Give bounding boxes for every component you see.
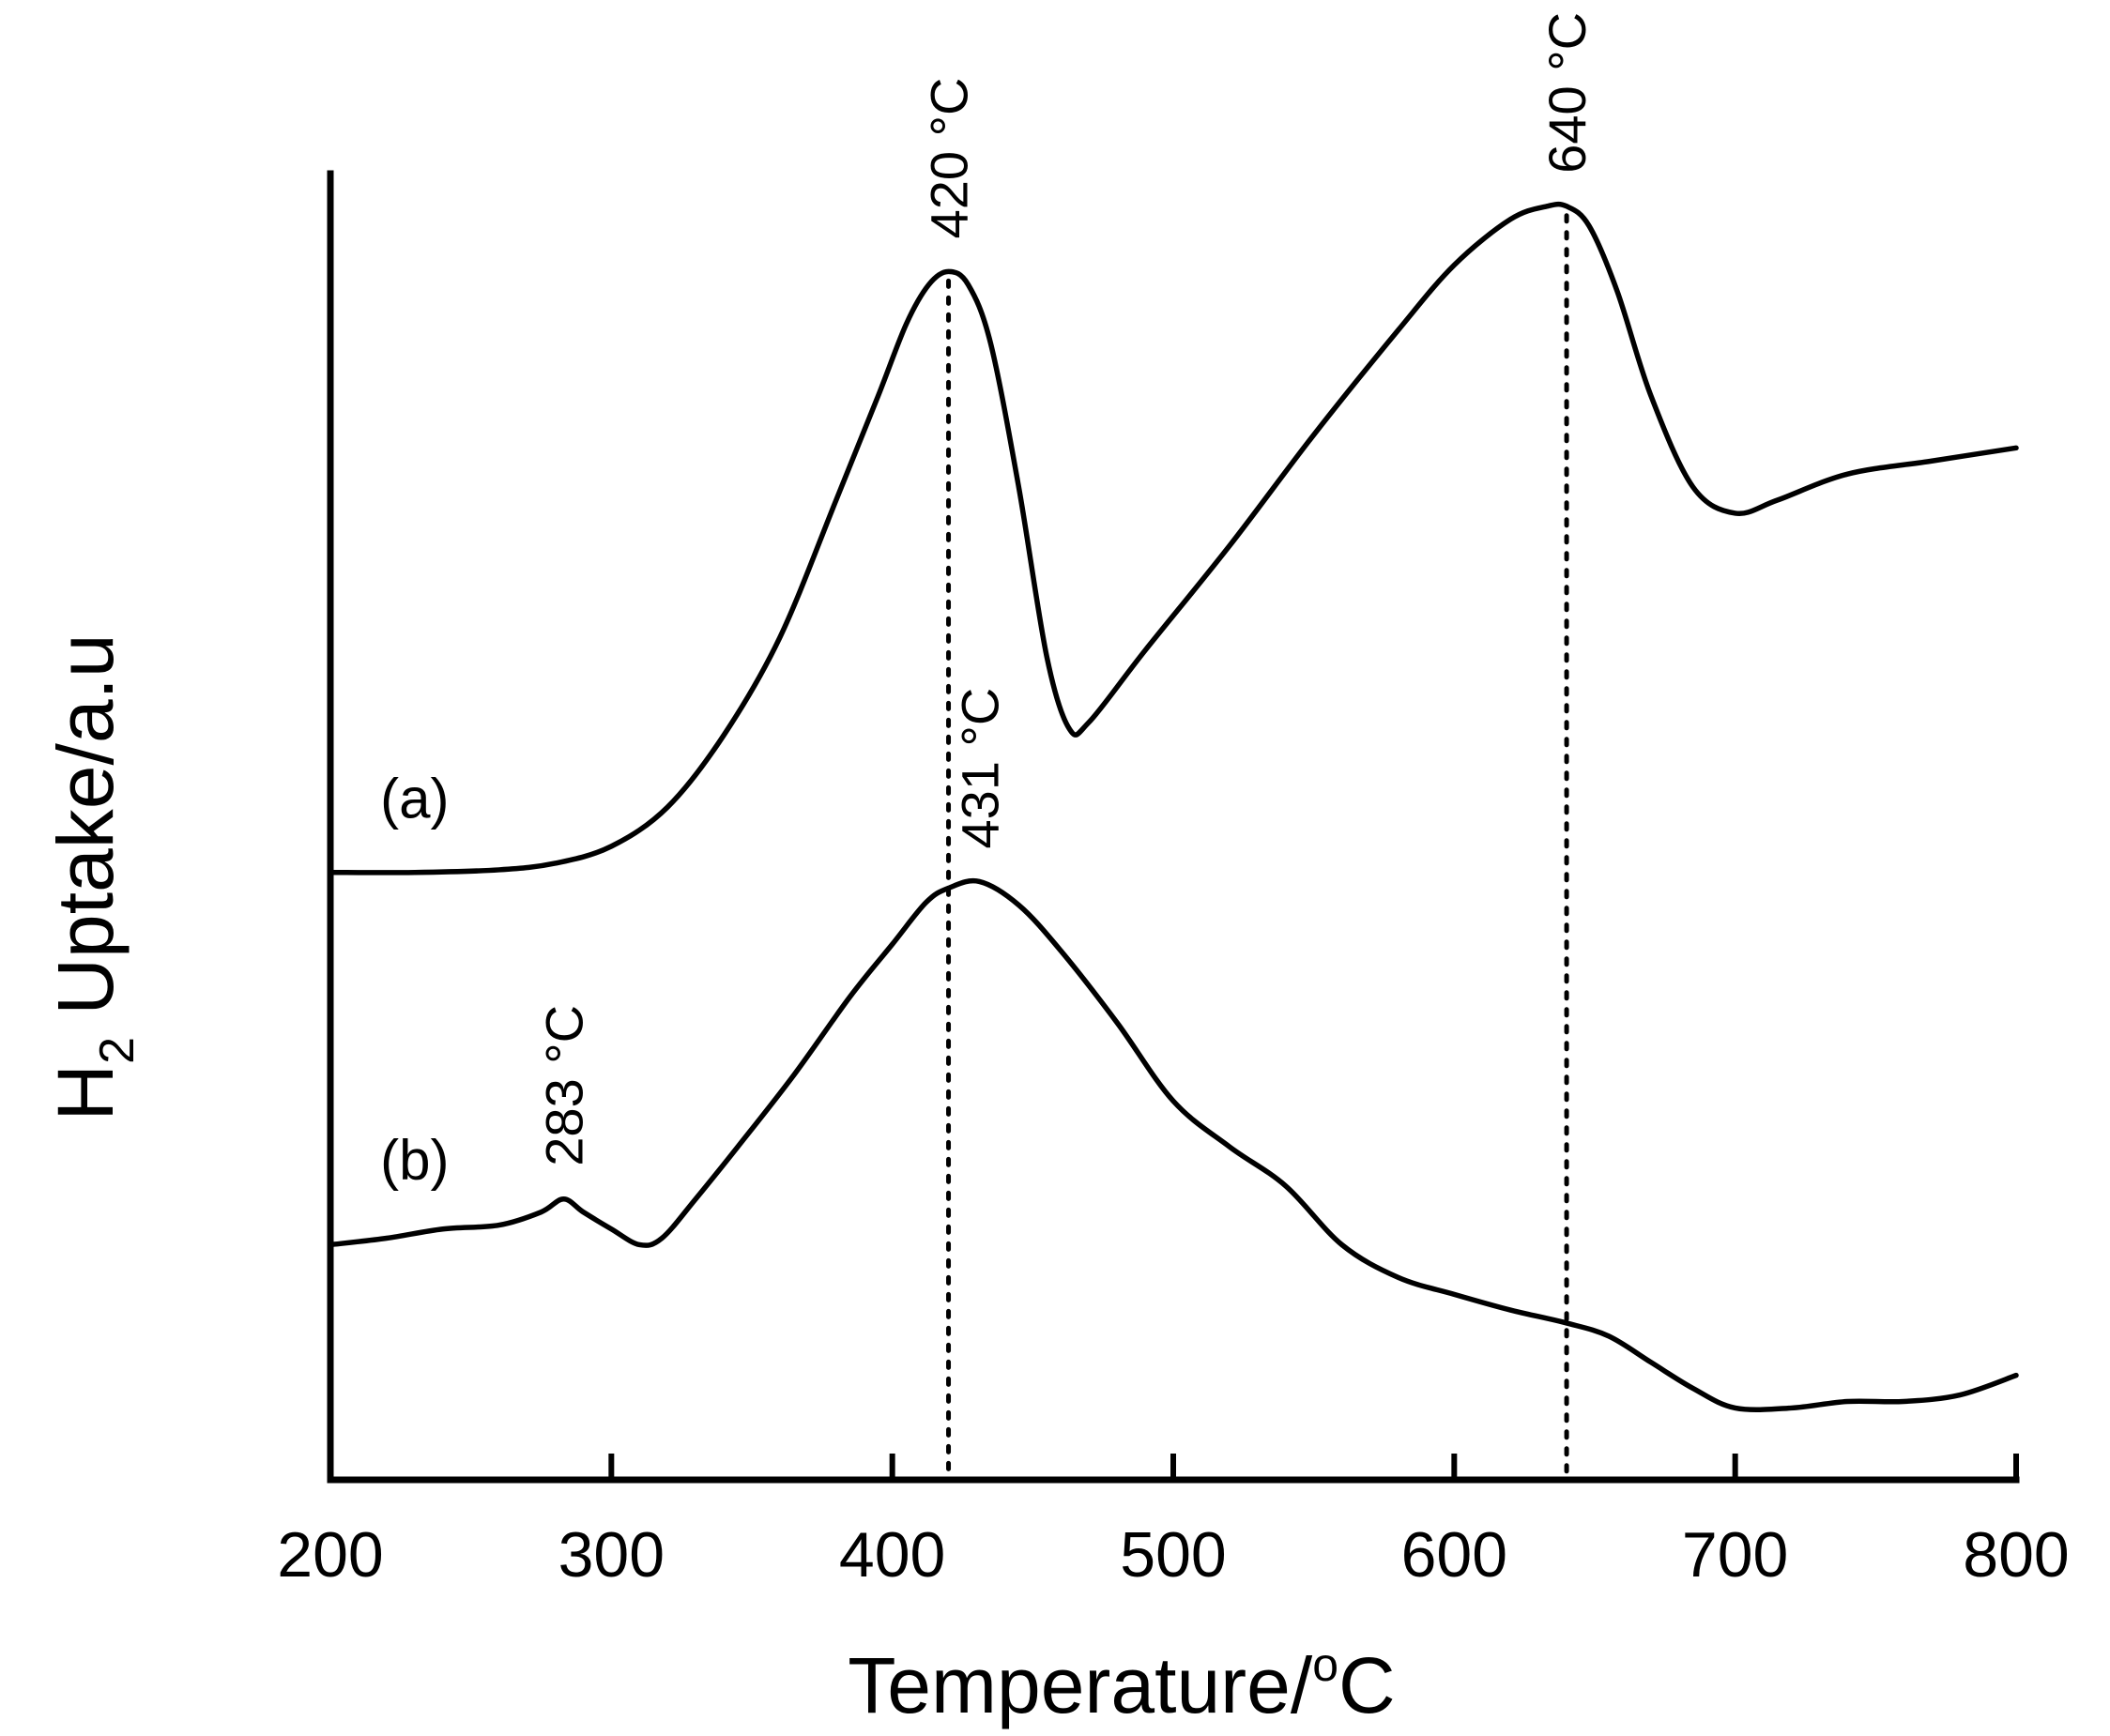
- peak-annotations: 420 °C 640 °C 431 °C 283 °C: [534, 12, 1597, 1166]
- x-tick-label: 600: [1401, 1519, 1507, 1591]
- peak-annotation: 420 °C: [920, 78, 979, 239]
- y-axis-title: H2 Uptake/a.u: [41, 633, 145, 1120]
- series-labels: (a) (b): [380, 768, 449, 1192]
- x-axis-title: Temperature/oC: [848, 1638, 1395, 1729]
- x-tick-label: 500: [1120, 1519, 1226, 1591]
- x-tick-label: 300: [558, 1519, 665, 1591]
- series-label: (b): [380, 1129, 449, 1192]
- series-line-b: [328, 877, 2019, 1413]
- peak-guides: [946, 213, 1569, 1477]
- x-tick-label: 700: [1682, 1519, 1788, 1591]
- peak-annotation: 431 °C: [950, 688, 1009, 849]
- series-label: (a): [380, 768, 449, 830]
- x-tick-label: 800: [1963, 1519, 2069, 1591]
- x-tick-label: 400: [839, 1519, 945, 1591]
- x-ticks: 200 300 400 500 600 700 800: [277, 1454, 2070, 1591]
- peak-annotation: 640 °C: [1537, 12, 1597, 174]
- series-line-a: [328, 201, 2019, 876]
- x-tick-label: 200: [277, 1519, 383, 1591]
- series-lines: [328, 201, 2019, 1413]
- peak-annotation: 283 °C: [534, 1005, 593, 1166]
